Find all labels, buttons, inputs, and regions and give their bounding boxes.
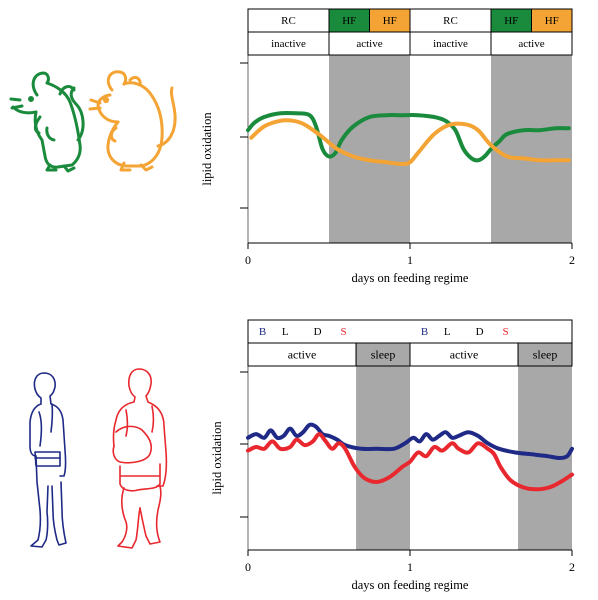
obese-human-icon (112, 368, 168, 549)
phase-label: sleep (371, 347, 396, 361)
series-line-0 (246, 422, 574, 460)
phase-label: active (518, 38, 544, 50)
legend-letter: S (503, 326, 509, 338)
legend-letter: B (421, 326, 428, 338)
shaded-interval-0 (329, 55, 410, 243)
y-axis-label: lipid oxidation (200, 112, 214, 186)
phase-label: inactive (433, 38, 468, 50)
shaded-interval-1 (491, 55, 572, 243)
lean-mouse-icon (9, 71, 85, 173)
phase-label: active (356, 38, 382, 50)
legend-letter: D (314, 326, 322, 338)
x-tick-label: 0 (245, 253, 251, 267)
legend-letter: L (282, 326, 289, 338)
lean-human-icon (29, 372, 67, 548)
shaded-interval-0 (356, 366, 410, 550)
series-line-1 (249, 118, 571, 166)
y-axis-label: lipid oxidation (210, 421, 224, 495)
header-cell-label: HF (383, 15, 397, 27)
phase-label: active (288, 347, 317, 361)
legend-letter: B (259, 326, 266, 338)
x-axis-label: days on feeding regime (352, 271, 469, 285)
obese-mouse-icon (88, 70, 177, 172)
x-axis-label: days on feeding regime (352, 578, 469, 592)
header-cell-label: HF (545, 15, 559, 27)
x-tick-label: 0 (245, 560, 251, 574)
legend-row (247, 319, 573, 344)
header-cell-label: HF (342, 15, 356, 27)
legend-letter: L (444, 326, 451, 338)
x-tick-label: 1 (407, 560, 413, 574)
series-line-0 (246, 110, 571, 163)
legend-letter: S (341, 326, 347, 338)
header-cell-label: RC (443, 15, 458, 27)
x-tick-label: 2 (569, 560, 575, 574)
header-cell-label: RC (281, 15, 296, 27)
top-panel: RC HF HF RC HF HF inactive active inactive active… (200, 8, 575, 285)
header-cell-label: HF (504, 15, 518, 27)
legend-letter: D (476, 326, 484, 338)
x-tick-label: 2 (569, 253, 575, 267)
phase-label: sleep (533, 347, 558, 361)
phase-label: active (450, 347, 479, 361)
phase-label: inactive (271, 38, 306, 50)
series-line-1 (246, 432, 574, 492)
x-tick-label: 1 (407, 253, 413, 267)
